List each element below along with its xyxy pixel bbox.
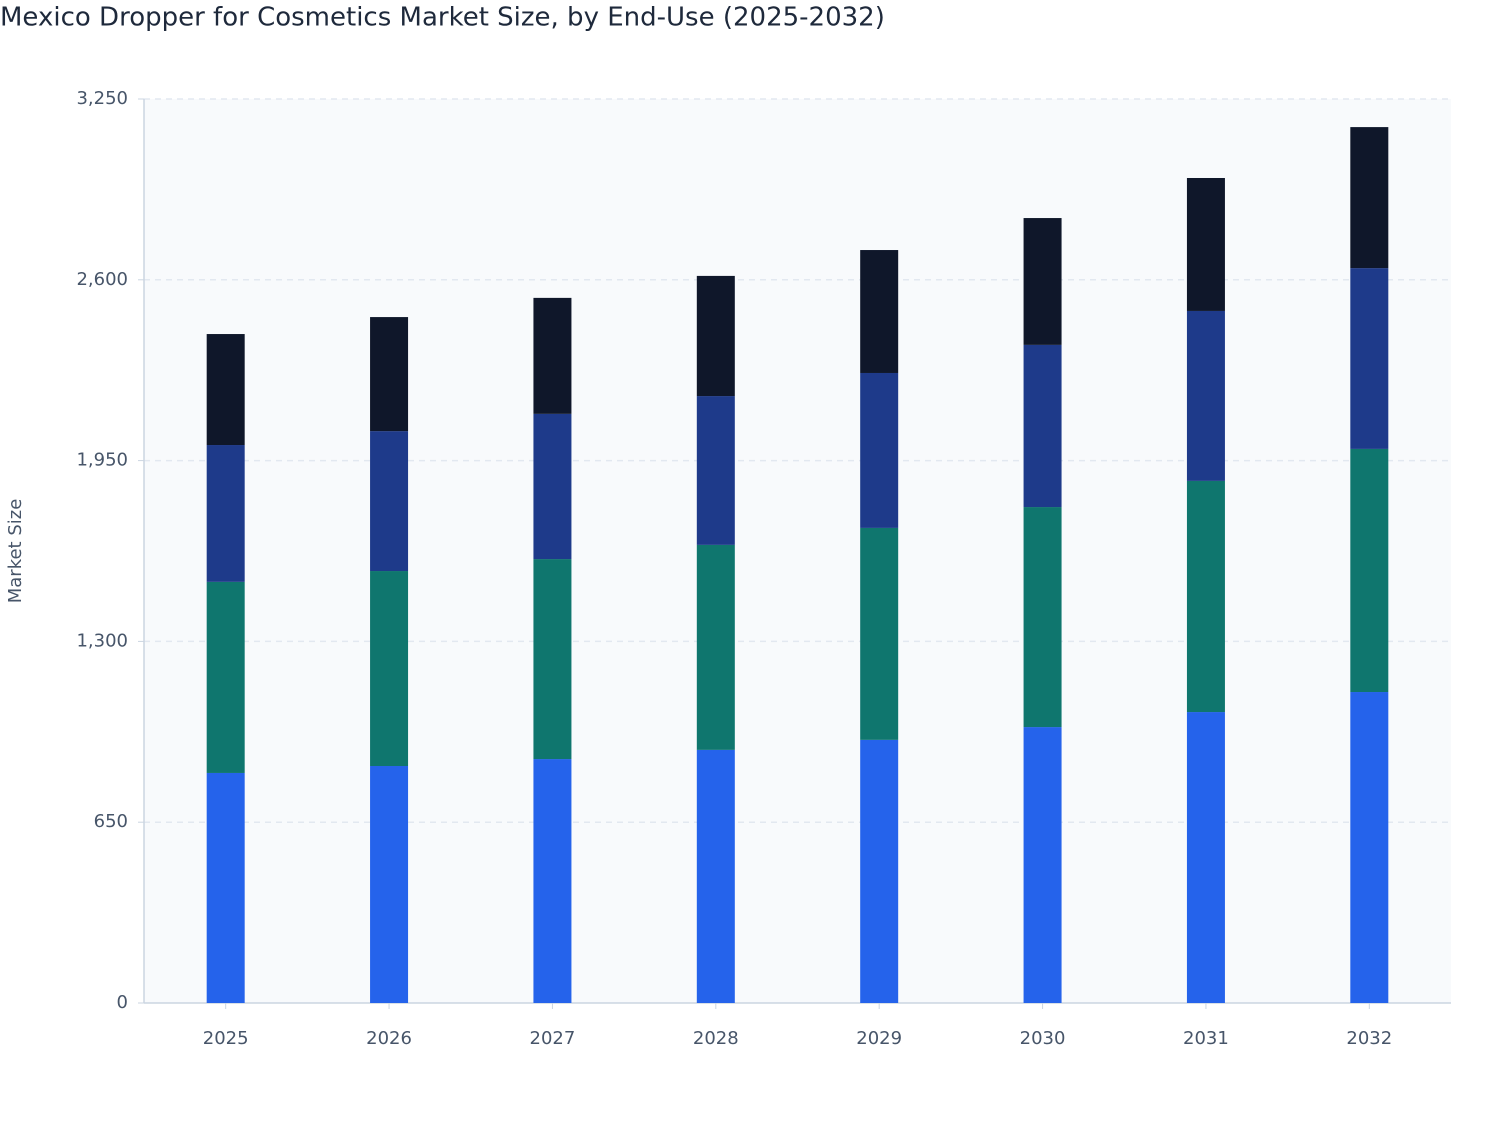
bar-segment <box>860 527 899 740</box>
bar-segment <box>206 334 245 446</box>
x-tick-label: 2026 <box>366 1028 412 1049</box>
bar-segment <box>533 559 572 760</box>
y-tick-label: 3,250 <box>76 88 128 109</box>
bar-segment <box>1350 692 1389 1003</box>
bar-segment <box>696 749 735 1003</box>
bar-segment <box>1186 310 1225 481</box>
bar-segment <box>1023 727 1062 1003</box>
x-tick-label: 2030 <box>1020 1028 1066 1049</box>
bar-segment <box>370 317 409 432</box>
bar-segment <box>1350 448 1389 693</box>
bar-segment <box>206 445 245 582</box>
y-tick-label: 1,950 <box>76 450 128 471</box>
bar-segment <box>860 372 899 528</box>
bar-segment <box>696 275 735 397</box>
bar-segment <box>533 297 572 414</box>
bar-segment <box>860 739 899 1003</box>
y-tick-label: 2,600 <box>76 269 128 290</box>
y-tick-label: 0 <box>117 992 128 1013</box>
bar-segment <box>370 571 409 767</box>
bar-segment <box>1023 344 1062 508</box>
bar-segment <box>860 250 899 373</box>
x-tick-label: 2027 <box>530 1028 576 1049</box>
plot-area <box>144 99 1451 1003</box>
bar-segment <box>1350 268 1389 449</box>
bar-segment <box>1350 127 1389 269</box>
bar-segment <box>1023 507 1062 728</box>
bar-segment <box>533 413 572 560</box>
y-tick-label: 650 <box>94 811 128 832</box>
bar-segment <box>206 581 245 773</box>
bar-segment <box>370 766 409 1003</box>
bar-segment <box>533 759 572 1003</box>
bar-segment <box>1186 712 1225 1003</box>
x-tick-label: 2025 <box>203 1028 249 1049</box>
y-tick-label: 1,300 <box>76 630 128 651</box>
bar-segment <box>1023 218 1062 345</box>
bar-segment <box>370 431 409 572</box>
x-tick-label: 2032 <box>1346 1028 1392 1049</box>
y-axis-label: Market Size <box>5 499 26 604</box>
x-tick-label: 2028 <box>693 1028 739 1049</box>
bar-segment <box>1186 177 1225 311</box>
bar-segment <box>696 396 735 545</box>
chart-title: Mexico Dropper for Cosmetics Market Size… <box>0 3 885 33</box>
bar-segment <box>696 544 735 750</box>
x-tick-label: 2029 <box>856 1028 902 1049</box>
bar-segment <box>1186 480 1225 713</box>
x-tick-label: 2031 <box>1183 1028 1229 1049</box>
bar-segment <box>206 772 245 1003</box>
